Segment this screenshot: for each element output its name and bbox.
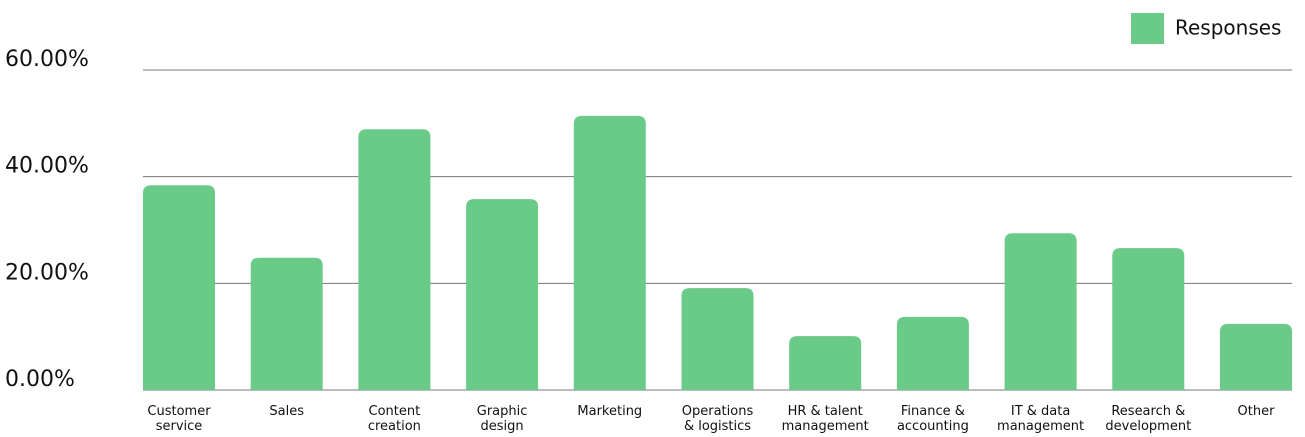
x-tick-label: Graphic design — [476, 404, 528, 434]
x-tick-label: Content creation — [367, 404, 421, 434]
bar — [466, 199, 539, 390]
x-tick-label: Operations & logistics — [681, 404, 754, 434]
x-tick-label: Research & development — [1105, 404, 1192, 434]
bar — [573, 115, 646, 390]
legend-swatch — [1131, 13, 1164, 44]
x-tick-label: Sales — [269, 404, 304, 419]
x-tick-label: Marketing — [577, 404, 643, 419]
x-tick-label: Other — [1237, 404, 1275, 419]
bar — [1004, 233, 1077, 390]
bar — [1112, 248, 1185, 390]
bar — [143, 185, 215, 390]
bar — [250, 257, 323, 390]
x-tick-label: Finance & accounting — [896, 404, 969, 434]
bar — [681, 288, 754, 390]
bar — [358, 129, 431, 390]
y-tick-label: 20.00% — [5, 260, 89, 285]
y-tick-label: 0.00% — [5, 367, 75, 392]
x-tick-label: Customer service — [147, 404, 211, 434]
bar — [1220, 323, 1292, 390]
bar — [789, 336, 862, 390]
y-tick-label: 40.00% — [5, 154, 89, 179]
x-tick-label: HR & talent management — [781, 404, 869, 434]
y-tick-label: 60.00% — [5, 47, 89, 72]
bar — [896, 316, 969, 390]
x-tick-label: IT & data management — [997, 404, 1085, 434]
legend-label: Responses — [1175, 16, 1281, 40]
